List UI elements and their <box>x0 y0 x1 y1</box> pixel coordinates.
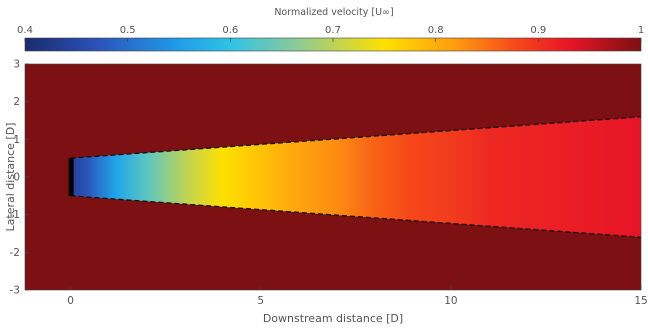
x-tick-label: 5 <box>257 295 264 307</box>
wake-boundary-upper <box>70 116 642 159</box>
colorbar-tick-labels: 0.4 0.5 0.6 0.7 0.8 0.9 1 <box>17 25 644 36</box>
y-tick-label: -3 <box>10 285 20 297</box>
colorbar-tick-label: 0.8 <box>428 25 444 36</box>
x-tick-label: 10 <box>444 295 457 307</box>
x-tick-label: 15 <box>634 295 647 307</box>
y-tick-label: -2 <box>10 247 20 259</box>
turbine-rotor <box>68 158 74 196</box>
colorbar-tick-label: 0.5 <box>120 25 136 36</box>
y-tick-label: -1 <box>10 209 20 221</box>
colorbar: Normalized velocity [U∞] 0.4 0.5 0.6 0.7 0.8… <box>17 7 644 52</box>
x-tick-label: 0 <box>67 295 74 307</box>
plot-area <box>24 63 642 291</box>
y-tick-label: 3 <box>13 59 20 71</box>
x-axis-ticks: 0 5 10 15 <box>67 286 648 307</box>
colorbar-ticks <box>24 38 642 42</box>
y-tick-label: 0 <box>13 172 20 184</box>
y-axis-ticks: -3 -2 -1 0 1 2 3 <box>10 59 29 297</box>
wake-region <box>70 116 641 238</box>
x-axis-label: Downstream distance [D] <box>263 312 403 325</box>
colorbar-tick-label: 1 <box>638 25 644 36</box>
colorbar-tick-label: 0.6 <box>222 25 238 36</box>
colorbar-label: Normalized velocity [U∞] <box>274 7 393 18</box>
y-axis-label: Lateral distance [D] <box>4 123 17 232</box>
wake-boundary-lower <box>70 195 642 238</box>
y-tick-label: 1 <box>13 134 20 146</box>
colorbar-tick-label: 0.4 <box>17 25 33 36</box>
colorbar-tick-label: 0.7 <box>325 25 341 36</box>
y-tick-label: 2 <box>13 96 20 108</box>
colorbar-tick-label: 0.9 <box>530 25 546 36</box>
